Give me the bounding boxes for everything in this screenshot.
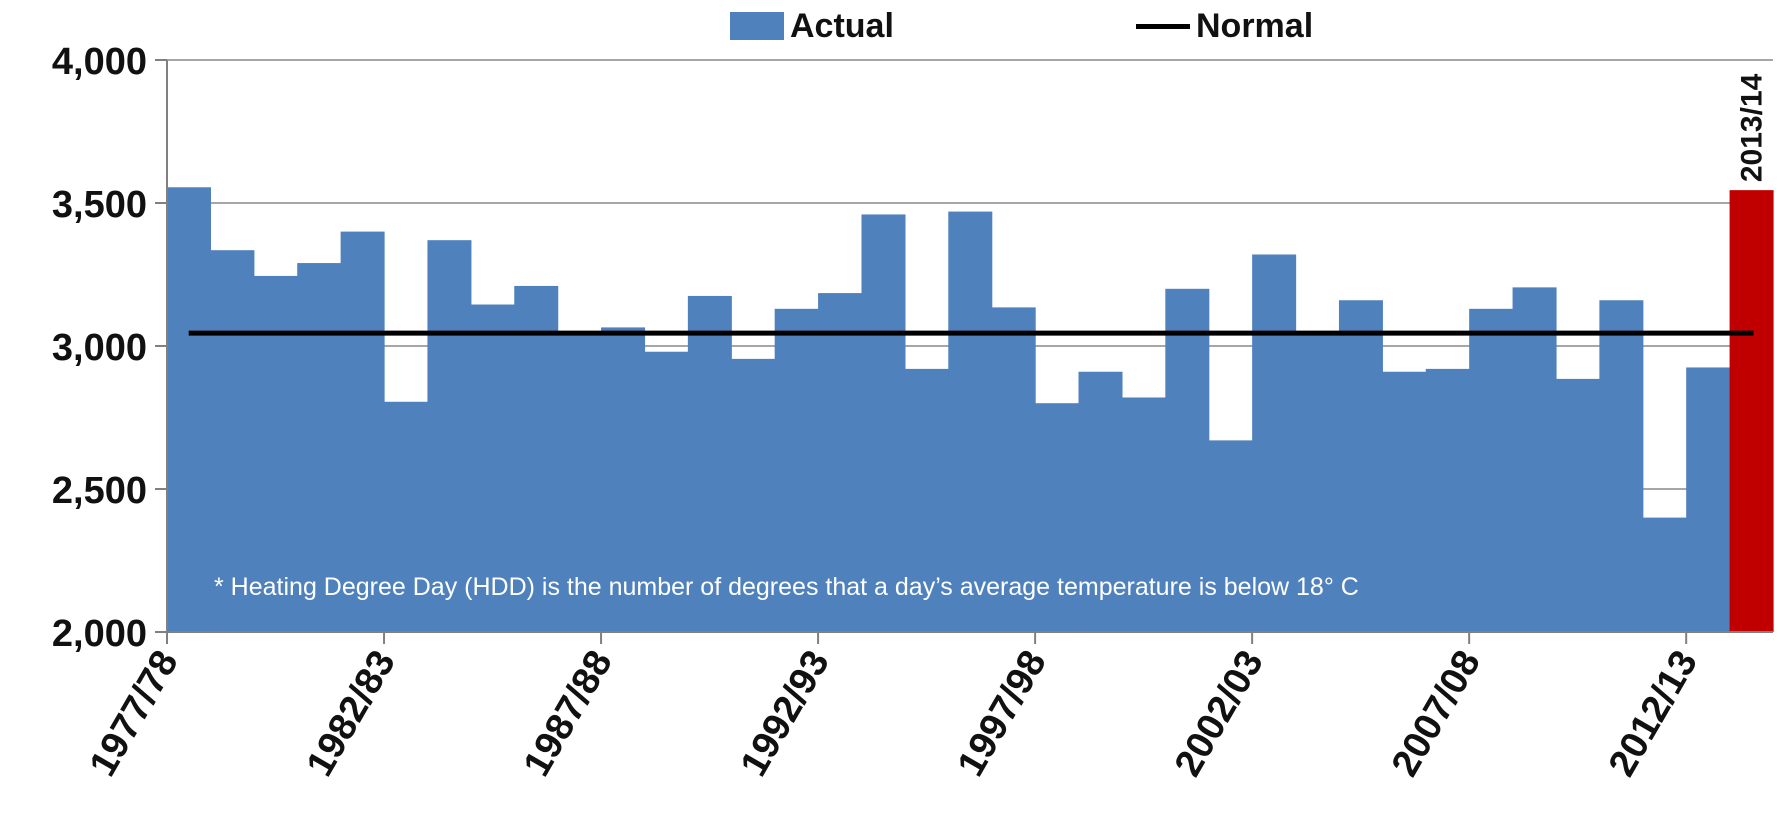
bar-1994/95 — [904, 368, 949, 632]
bar-1999/00 — [1121, 397, 1166, 632]
bar-1993/94 — [861, 214, 906, 632]
bar-1990/91 — [731, 358, 776, 632]
bar-2003/04 — [1295, 333, 1340, 632]
x-tick-label: 1982/83 — [299, 644, 404, 784]
legend-normal-swatch — [1136, 23, 1190, 29]
bar-1996/97 — [991, 307, 1036, 632]
x-tick-label: 1987/88 — [516, 644, 621, 784]
y-tick-label: 3,500 — [52, 184, 147, 226]
bar-1978/79 — [210, 250, 255, 632]
legend-actual: Actual — [730, 4, 894, 48]
bar-1985/86 — [514, 285, 559, 632]
bars — [167, 187, 1774, 633]
bar-2001/02 — [1208, 440, 1253, 632]
y-tick-label: 3,000 — [52, 327, 147, 369]
bar-2007/08 — [1469, 308, 1514, 632]
bar-1977/78 — [167, 187, 212, 632]
x-tick-label: 1997/98 — [950, 644, 1055, 784]
highlight-bar-label: 2013/14 — [1735, 73, 1768, 182]
bar-1981/82 — [340, 231, 385, 632]
bar-2008/09 — [1512, 287, 1557, 632]
bar-2012/13 — [1686, 367, 1731, 632]
bar-1998/99 — [1078, 371, 1123, 632]
bar-1986/87 — [557, 333, 602, 632]
y-tick-label: 2,500 — [52, 470, 147, 512]
legend-actual-label: Actual — [790, 6, 894, 45]
y-tick-label: 4,000 — [52, 41, 147, 83]
hdd-footnote: * Heating Degree Day (HDD) is the number… — [214, 573, 1359, 601]
bar-2000/01 — [1165, 288, 1210, 632]
legend-normal: Normal — [1136, 4, 1313, 48]
bar-1989/90 — [687, 295, 732, 632]
bar-1997/98 — [1035, 403, 1080, 632]
y-tick-labels: 2,000 2,500 3,000 3,500 4,000 — [52, 41, 147, 655]
legend-actual-swatch — [730, 12, 784, 40]
x-tick-labels: 1977/78 1982/83 1987/88 1992/93 1997/98 2002/… — [82, 644, 1706, 784]
bar-1984/85 — [470, 304, 515, 632]
bar-2005/06 — [1382, 371, 1427, 632]
bar-2004/05 — [1338, 300, 1383, 632]
x-tick-label: 2002/03 — [1167, 644, 1272, 784]
bar-1987/88 — [601, 327, 646, 632]
x-tick-label: 1992/93 — [733, 644, 838, 784]
x-tick-label: 2007/08 — [1384, 644, 1489, 784]
x-tick-label: 1977/78 — [82, 644, 187, 784]
bar-2002/03 — [1252, 254, 1297, 633]
bar-2006/07 — [1425, 368, 1470, 632]
y-tick-label: 2,000 — [52, 613, 147, 655]
bar-1991/92 — [774, 308, 819, 632]
bar-2013/14 — [1729, 190, 1774, 632]
bar-2011/12 — [1642, 517, 1687, 632]
bar-1983/84 — [427, 240, 472, 632]
bar-1988/89 — [644, 351, 689, 632]
bar-2009/10 — [1555, 378, 1600, 632]
x-tick-label: 2012/13 — [1601, 644, 1706, 784]
bar-2010/11 — [1599, 300, 1644, 632]
axes — [166, 60, 1773, 644]
bar-1982/83 — [384, 401, 429, 632]
bar-1980/81 — [297, 263, 342, 632]
bar-1995/96 — [948, 211, 993, 632]
legend-normal-label: Normal — [1196, 6, 1314, 45]
bar-1992/93 — [818, 293, 863, 632]
